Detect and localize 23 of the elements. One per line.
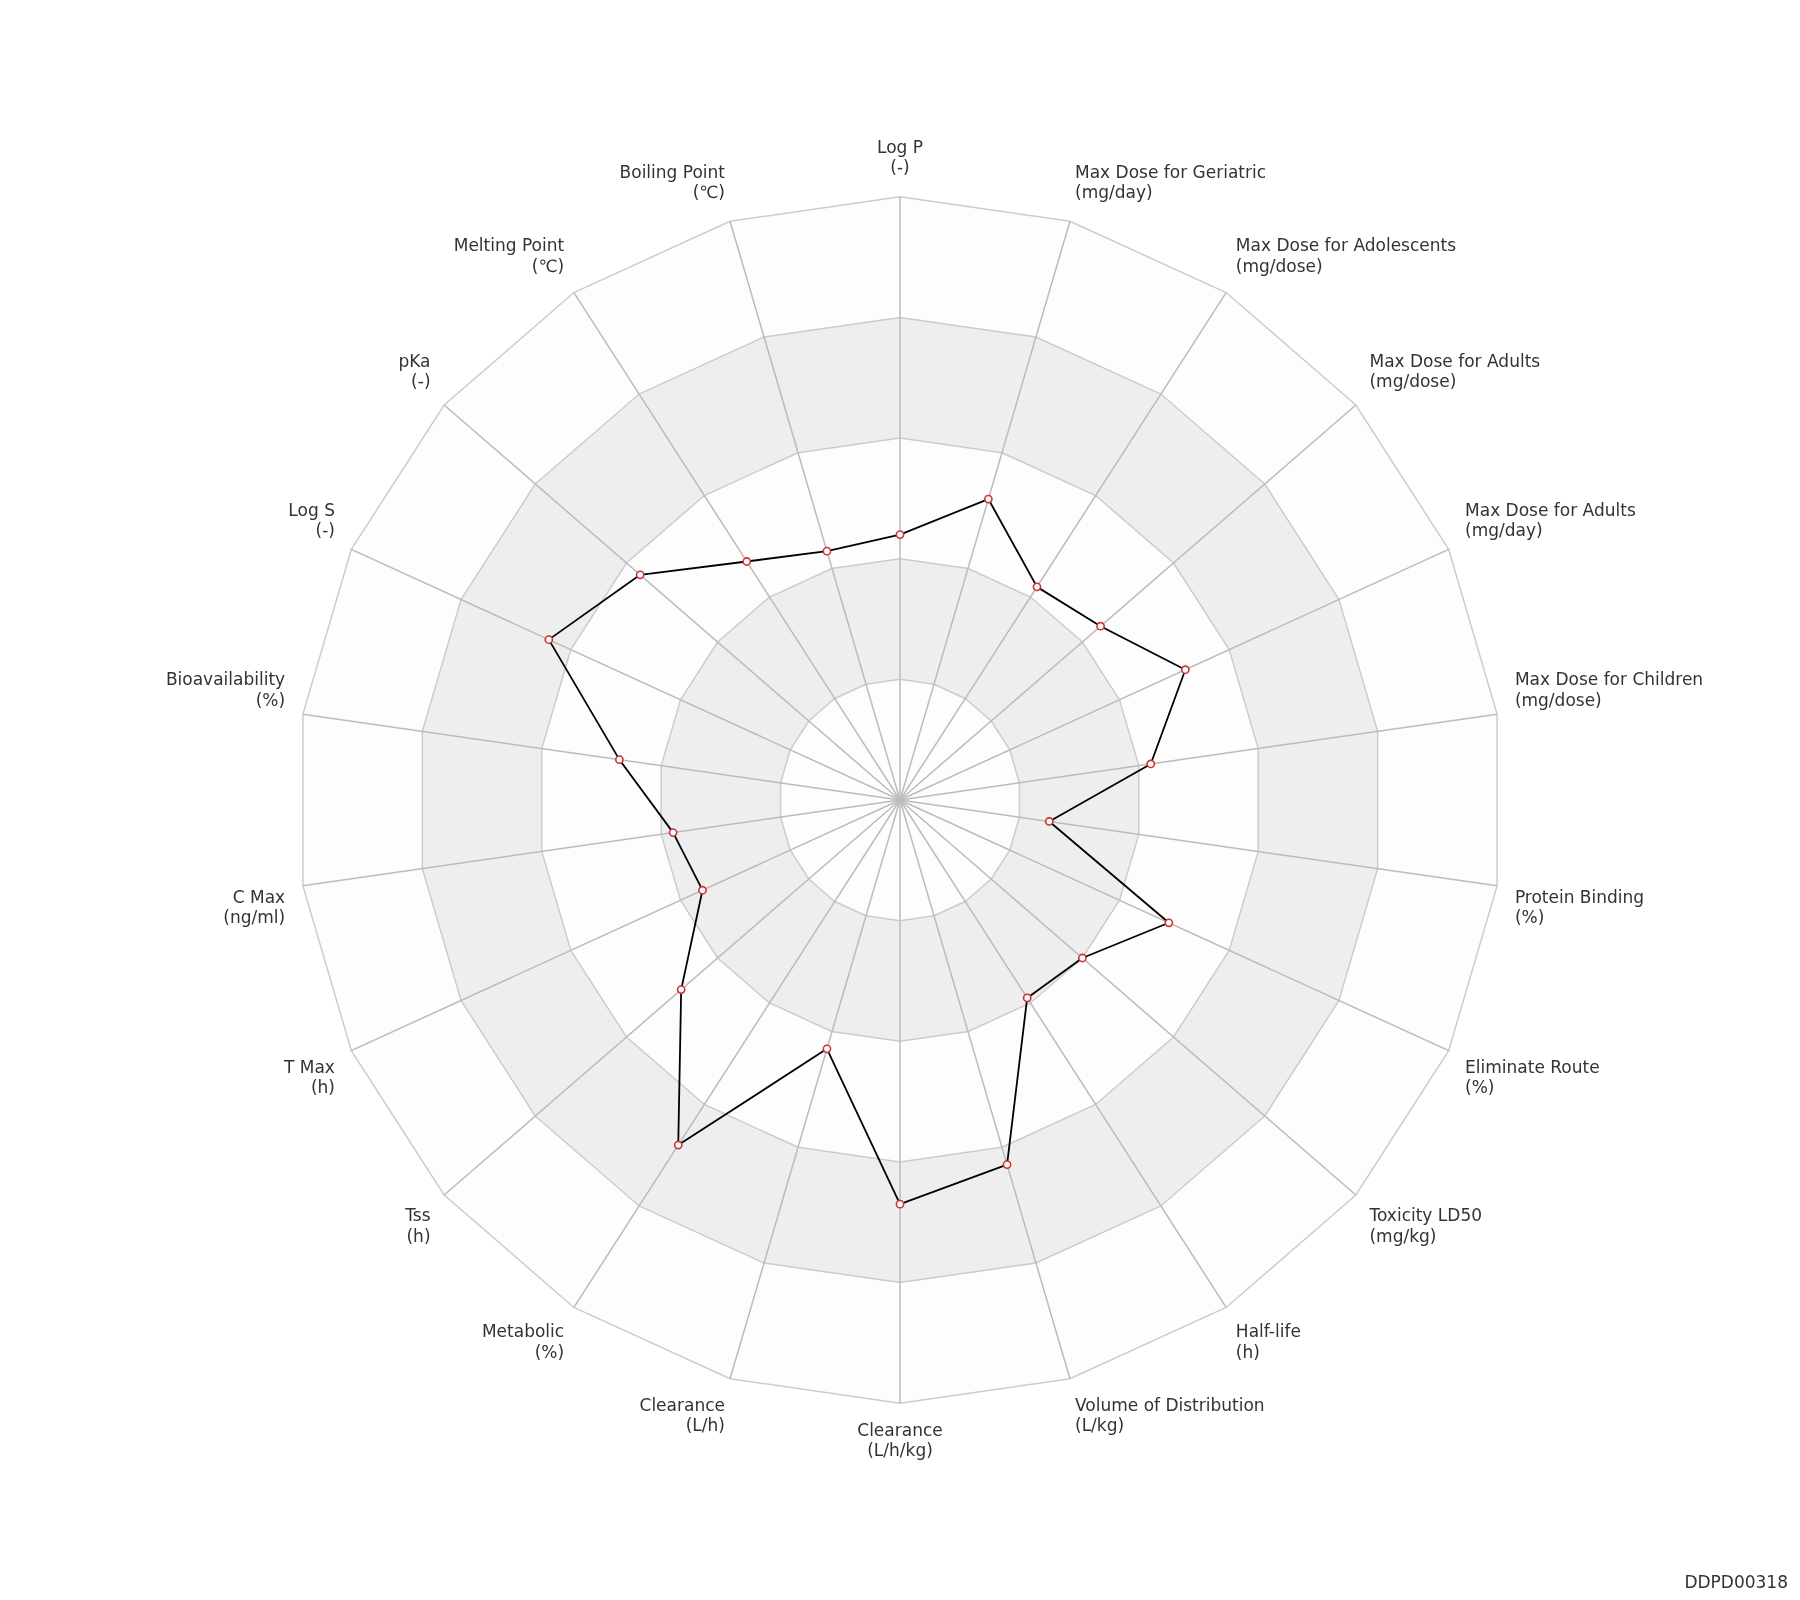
spoke-label: Volume of Distribution (L/kg) [1075,1394,1265,1436]
spoke-label: Clearance (L/h/kg) [857,1419,943,1461]
spoke-label: Max Dose for Adults (mg/day) [1465,499,1636,541]
spoke-label: pKa (-) [398,351,431,392]
spoke-label: Bioavailability (%) [165,669,286,710]
spoke-label: Melting Point (℃) [453,235,565,276]
spoke-label: Max Dose for Adolescents (mg/dose) [1235,235,1457,276]
spoke-label: Log P (-) [876,136,924,178]
spoke-label: Eliminate Route (%) [1465,1056,1600,1098]
spoke-label: Max Dose for Children (mg/dose) [1514,669,1704,710]
spoke-label: Half-life (h) [1235,1321,1301,1362]
spoke-label: Clearance (L/h) [639,1394,725,1436]
spoke-label: Tss (h) [404,1205,431,1246]
text: DDPD00318 [1684,1572,1788,1592]
spoke-label: Max Dose for Geriatric (mg/day) [1075,161,1267,203]
spoke-label: Toxicity LD50 (mg/kg) [1368,1205,1483,1246]
spoke-label: Log S (-) [288,499,335,541]
spoke-label: Protein Binding (%) [1514,887,1645,928]
spoke-label: T Max (h) [283,1056,335,1098]
spoke-label: Max Dose for Adults (mg/dose) [1369,351,1541,392]
spoke-label: C Max (ng/ml) [223,887,286,928]
spoke-label: Metabolic (%) [481,1321,565,1362]
spoke-label: Boiling Point (℃) [619,161,726,203]
